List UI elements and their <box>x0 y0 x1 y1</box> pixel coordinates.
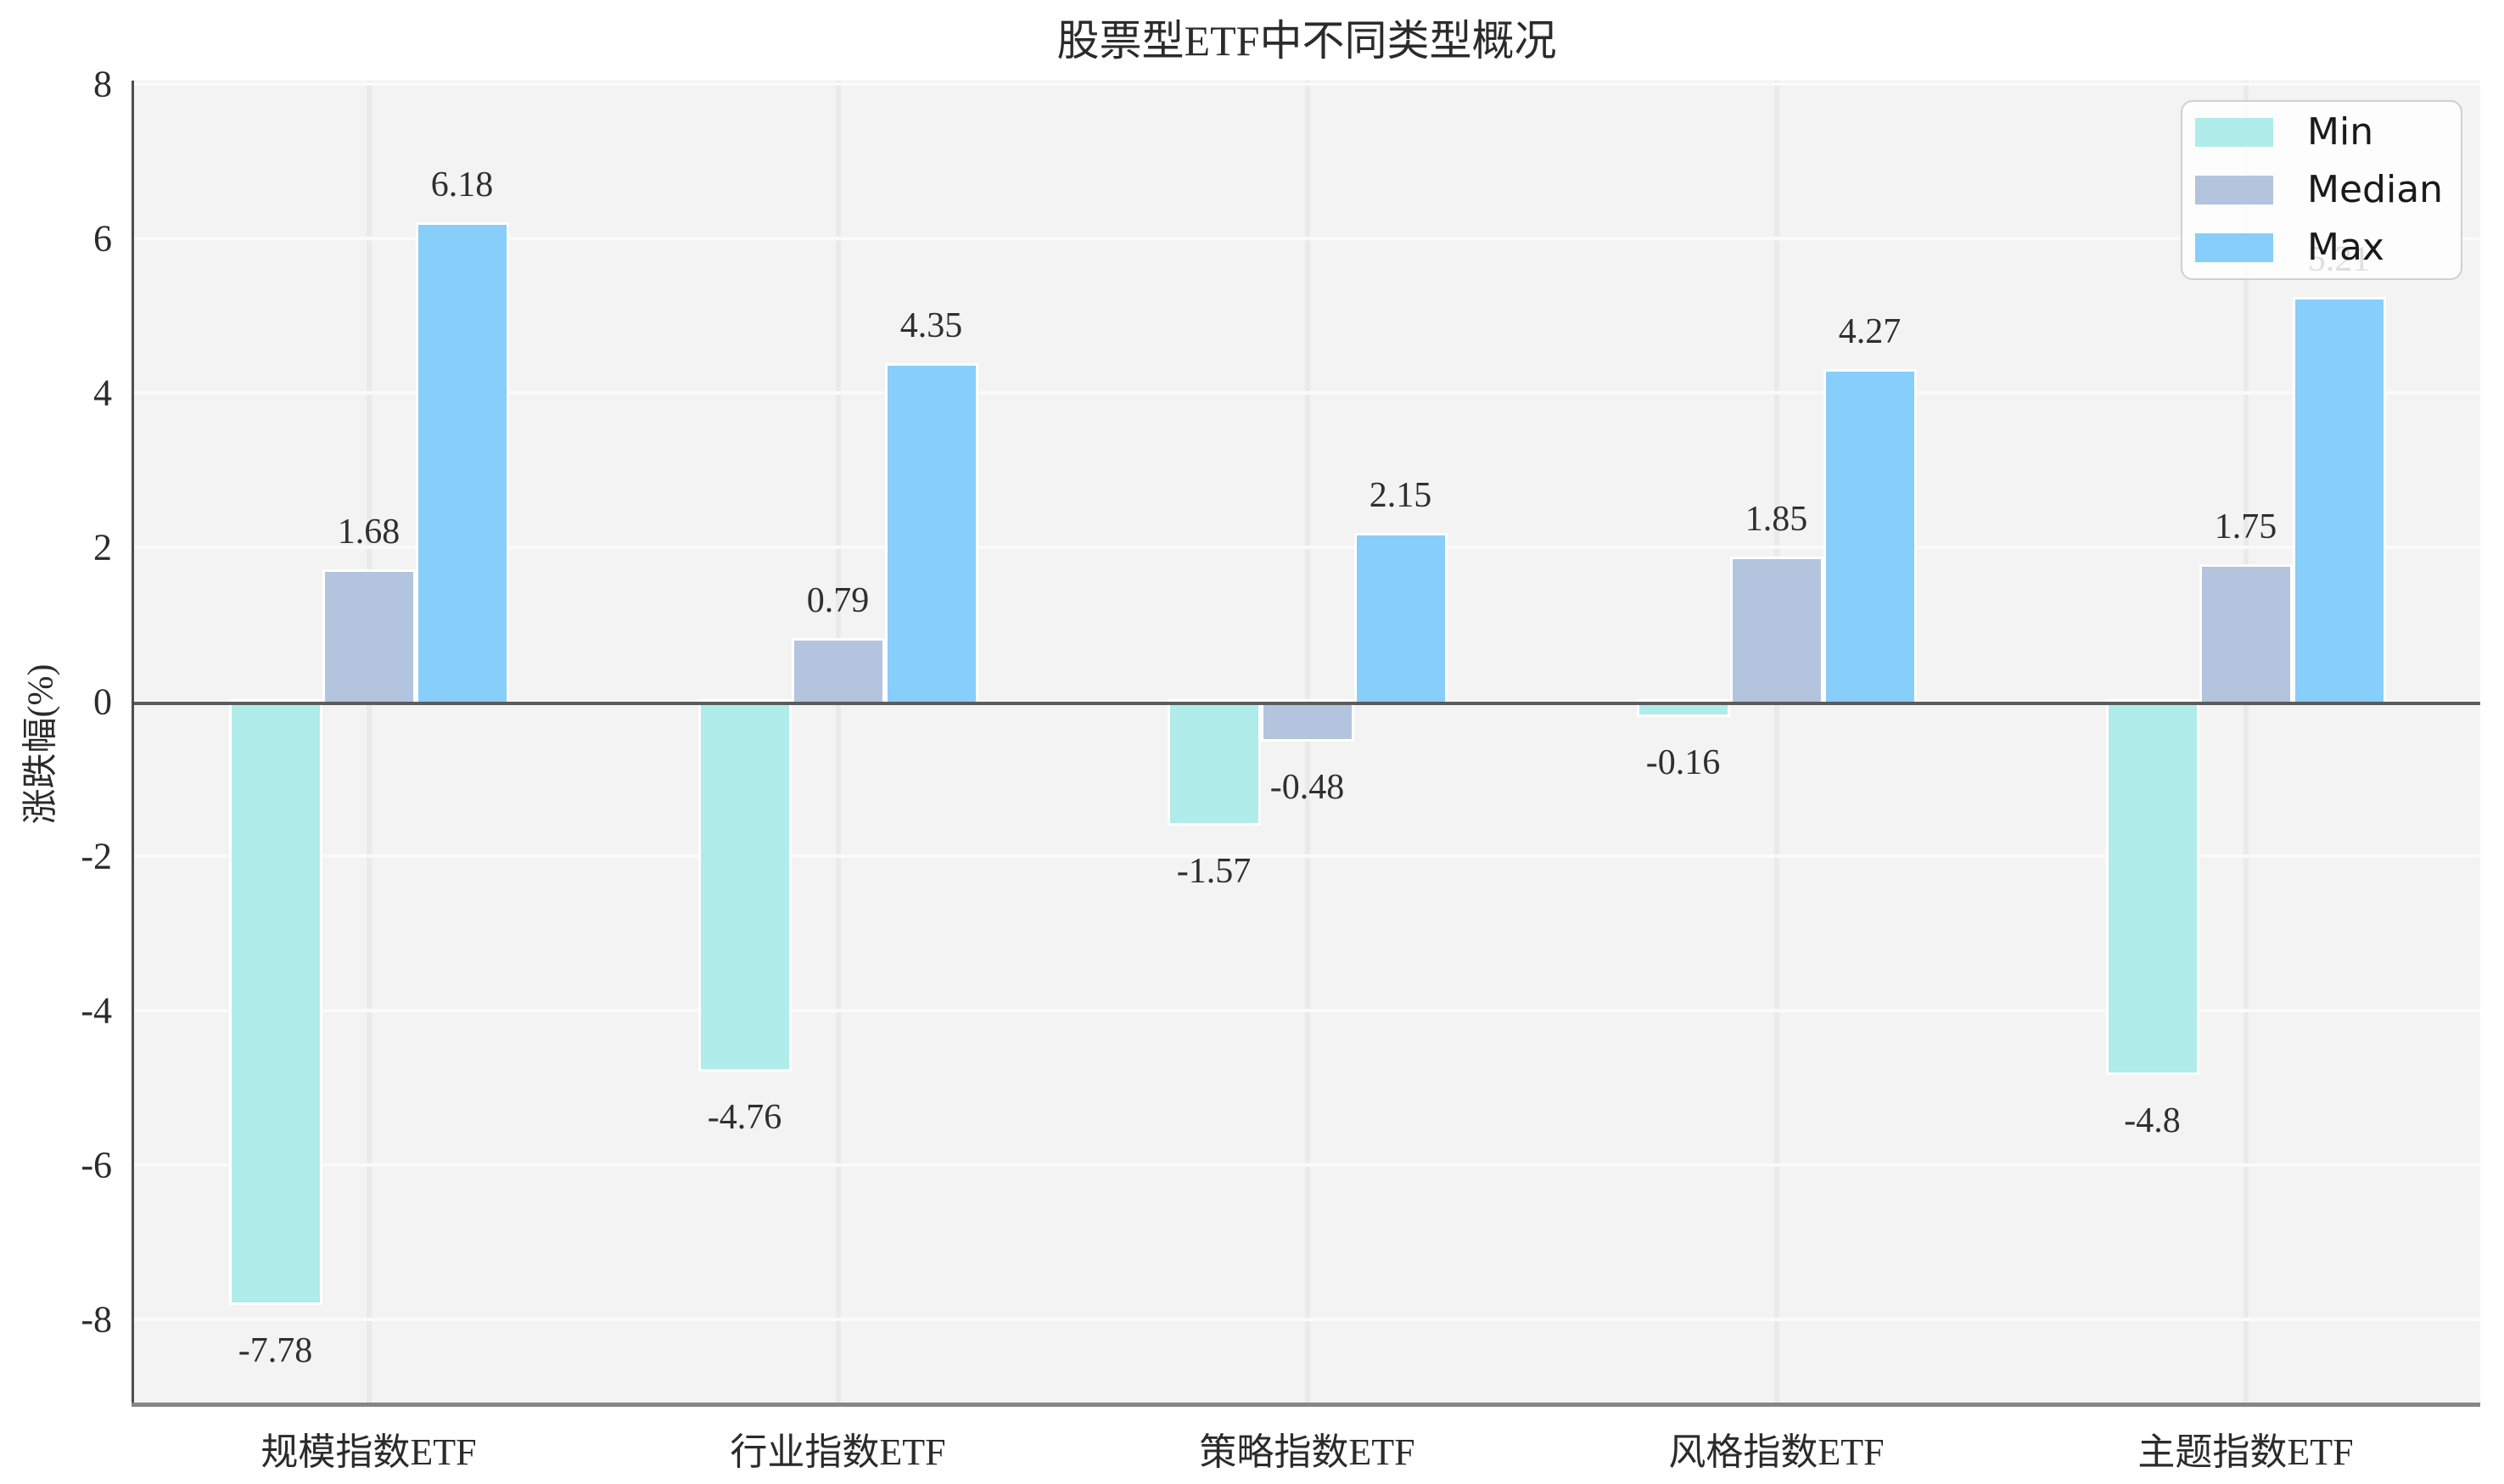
h-gridline <box>134 854 2480 858</box>
value-label-max-group4: 4.27 <box>1838 312 1902 352</box>
plot-area: -7.78 -4.76 -1.57 -0.16 -4.8 1.68 0.79 -0.48 1.8… <box>134 81 2480 1403</box>
value-label-median-group2: 0.79 <box>806 581 870 621</box>
y-tick-label: 0 <box>93 680 112 723</box>
bar-max-group2 <box>887 366 976 702</box>
value-label-min-group2: -4.76 <box>707 1098 782 1138</box>
y-tick-label: -6 <box>81 1144 112 1186</box>
bar-median-group4 <box>1732 558 1821 702</box>
value-label-max-group1: 6.18 <box>430 165 494 204</box>
y-tick-label: 2 <box>93 526 112 568</box>
bar-min-group2 <box>700 702 789 1070</box>
bar-min-group5 <box>2108 702 2197 1072</box>
y-tick-label: 8 <box>93 63 112 105</box>
x-tick-label-group2: 行业指数ETF <box>730 1431 946 1473</box>
value-label-max-group2: 4.35 <box>899 306 963 346</box>
y-tick-label: -8 <box>81 1298 112 1341</box>
max-swatch-icon <box>2195 233 2273 262</box>
bar-min-group1 <box>231 702 320 1302</box>
value-label-min-group3: -1.57 <box>1176 851 1252 891</box>
value-label-min-group4: -0.16 <box>1645 742 1721 782</box>
legend-item-max: Max <box>2195 226 2461 269</box>
v-gridline <box>366 81 372 1403</box>
legend-label-min: Min <box>2307 110 2374 154</box>
zero-axis-line <box>134 702 2480 705</box>
value-label-median-group5: 1.75 <box>2214 507 2277 546</box>
y-tick-label: 6 <box>93 217 112 260</box>
bar-max-group4 <box>1825 372 1914 702</box>
median-swatch-icon <box>2195 176 2273 204</box>
bar-median-group5 <box>2201 566 2290 702</box>
h-gridline <box>134 82 2480 86</box>
min-swatch-icon <box>2195 118 2273 147</box>
h-gridline <box>134 237 2480 240</box>
value-label-max-group3: 2.15 <box>1369 476 1432 516</box>
legend: Min Median Max <box>2181 100 2462 280</box>
v-gridline <box>2243 81 2249 1403</box>
chart-title: 股票型ETF中不同类型概况 <box>1056 17 1557 64</box>
value-label-min-group5: -4.8 <box>2124 1100 2181 1140</box>
h-gridline <box>134 391 2480 395</box>
legend-item-median: Median <box>2195 168 2461 211</box>
value-label-min-group1: -7.78 <box>238 1330 313 1370</box>
y-tick-label: 4 <box>93 372 112 414</box>
h-gridline <box>134 1163 2480 1167</box>
value-label-median-group1: 1.68 <box>337 512 401 552</box>
bar-median-group1 <box>324 572 413 702</box>
h-gridline <box>134 1318 2480 1321</box>
v-gridline <box>1773 81 1779 1403</box>
y-tick-label: -2 <box>81 835 112 877</box>
legend-label-median: Median <box>2307 168 2444 211</box>
h-gridline <box>134 1009 2480 1012</box>
x-axis-line <box>132 1403 2480 1407</box>
bar-median-group3 <box>1263 702 1352 739</box>
bar-max-group3 <box>1356 535 1445 702</box>
y-tick-label: -4 <box>81 989 112 1032</box>
value-label-median-group3: -0.48 <box>1269 767 1345 807</box>
x-tick-label-group4: 风格指数ETF <box>1668 1431 1885 1473</box>
bar-median-group2 <box>793 641 882 702</box>
legend-label-max: Max <box>2307 226 2384 269</box>
legend-item-min: Min <box>2195 110 2461 154</box>
v-gridline <box>835 81 841 1403</box>
bar-min-group3 <box>1169 702 1258 823</box>
x-tick-label-group3: 策略指数ETF <box>1199 1431 1415 1473</box>
bar-max-group1 <box>417 224 507 702</box>
v-gridline <box>1304 81 1310 1403</box>
y-axis-line <box>132 81 134 1407</box>
x-tick-label-group5: 主题指数ETF <box>2137 1431 2354 1473</box>
value-label-median-group4: 1.85 <box>1745 499 1808 539</box>
bar-max-group5 <box>2294 299 2384 702</box>
h-gridline <box>134 546 2480 549</box>
x-tick-label-group1: 规模指数ETF <box>260 1431 477 1473</box>
